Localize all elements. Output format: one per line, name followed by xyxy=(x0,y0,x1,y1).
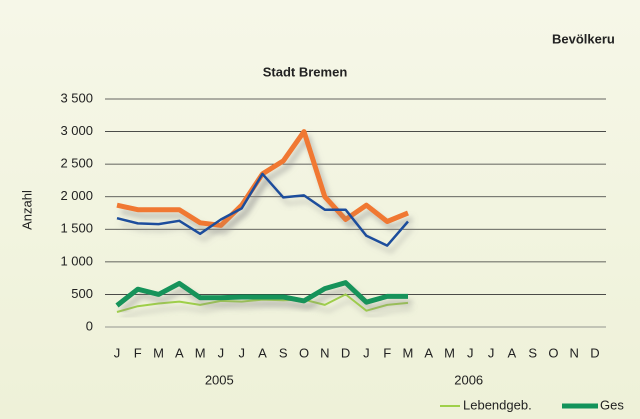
x-tick-label: A xyxy=(508,345,517,360)
x-tick-label: M xyxy=(153,345,164,360)
y-tick-label: 0 xyxy=(86,318,93,333)
x-tick-label: N xyxy=(570,345,579,360)
header: Bevölkeru xyxy=(552,31,615,46)
x-tick-label: J xyxy=(238,345,245,360)
x-tick-label: S xyxy=(279,345,288,360)
legend-label: Lebendgeb. xyxy=(463,397,532,412)
y-tick-label: 2 500 xyxy=(60,156,93,171)
x-tick-label: A xyxy=(175,345,184,360)
y-tick-label: 1 500 xyxy=(60,221,93,236)
x-tick-label: D xyxy=(590,345,599,360)
y-tick-label: 1 000 xyxy=(60,253,93,268)
y-tick-label: 2 000 xyxy=(60,188,93,203)
legend-label: Ges xyxy=(600,397,624,412)
series-line xyxy=(116,293,409,313)
series-line xyxy=(116,172,409,247)
y-tick-label: 500 xyxy=(71,286,93,301)
y-axis-label: Anzahl xyxy=(19,190,34,230)
x-tick-label: M xyxy=(403,345,414,360)
x-tick-label: O xyxy=(299,345,309,360)
x-tick-label: J xyxy=(363,345,370,360)
year-label: 2005 xyxy=(205,372,234,387)
x-tick-label: M xyxy=(195,345,206,360)
year-label: 2006 xyxy=(454,372,483,387)
x-tick-label: J xyxy=(488,345,495,360)
x-tick-label: J xyxy=(467,345,474,360)
x-tick-label: M xyxy=(444,345,455,360)
x-tick-label: J xyxy=(114,345,121,360)
chart-title: Stadt Bremen xyxy=(263,64,348,79)
y-tick-label: 3 000 xyxy=(60,123,93,138)
x-tick-label: J xyxy=(218,345,225,360)
x-tick-label: A xyxy=(424,345,433,360)
y-tick-label: 3 500 xyxy=(60,90,93,105)
x-tick-label: A xyxy=(258,345,267,360)
x-tick-label: N xyxy=(320,345,329,360)
x-tick-label: O xyxy=(548,345,558,360)
x-tick-label: S xyxy=(528,345,537,360)
series-line xyxy=(115,280,408,308)
x-tick-label: F xyxy=(134,345,142,360)
x-tick-label: D xyxy=(341,345,350,360)
x-tick-label: F xyxy=(383,345,391,360)
